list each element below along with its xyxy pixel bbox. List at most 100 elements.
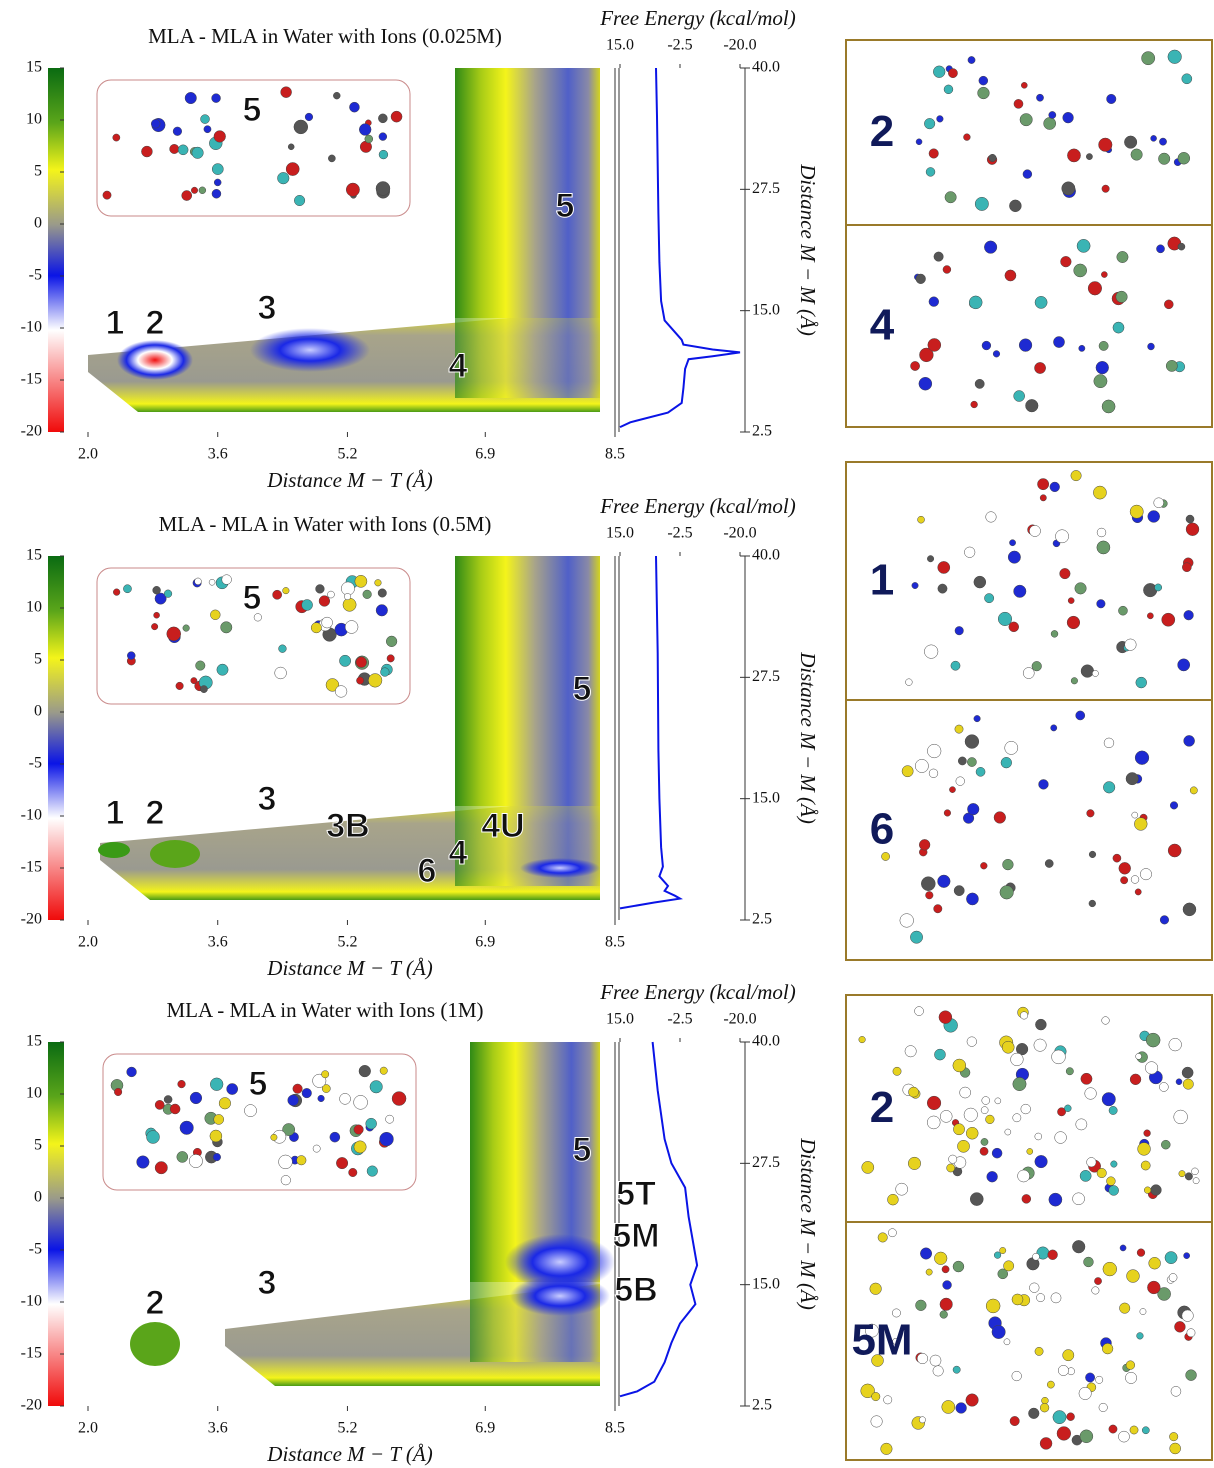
atom [942, 265, 952, 274]
atom [1124, 638, 1137, 651]
atom [126, 1066, 137, 1078]
atom [1059, 568, 1071, 580]
atom [1002, 858, 1014, 871]
atom [1020, 1011, 1029, 1020]
atom [985, 1114, 995, 1124]
atom [287, 143, 295, 151]
atom [999, 885, 1014, 900]
atom [1043, 117, 1057, 130]
atom [1144, 1186, 1152, 1194]
atom [175, 681, 184, 690]
atom [194, 577, 202, 585]
y2-tick-label: 27.5 [752, 668, 780, 685]
atom [915, 138, 923, 146]
atom [963, 133, 971, 141]
atom [939, 1310, 948, 1319]
atom [1056, 1426, 1071, 1441]
region-label: 5 [573, 670, 592, 708]
atom [191, 146, 204, 159]
y2-tick-label: 15.0 [752, 789, 780, 806]
atom [1116, 251, 1129, 263]
atom [1012, 1113, 1022, 1123]
atom [984, 593, 995, 604]
atom [113, 588, 121, 596]
snapshot-frame [845, 39, 1213, 226]
atom [1004, 1128, 1012, 1136]
region-label: 3 [258, 289, 277, 327]
atom [1143, 1129, 1151, 1137]
atom [385, 1114, 394, 1124]
atom [1080, 664, 1094, 678]
atom [973, 715, 981, 723]
atom [921, 876, 936, 891]
region-label: 2 [146, 1284, 165, 1322]
atom [282, 1123, 296, 1136]
atom [169, 144, 180, 154]
atom [1098, 1402, 1108, 1412]
atom [928, 296, 939, 307]
atom [1129, 1425, 1139, 1435]
top-tick-label: 15.0 [606, 1011, 634, 1028]
colorbar-tick-label: -5 [29, 1241, 42, 1258]
inset-label: 5 [243, 579, 262, 617]
y2-tick-label: 15.0 [752, 301, 780, 318]
atom [966, 892, 979, 906]
atom [1072, 1240, 1086, 1254]
atom [1125, 772, 1139, 786]
atom [943, 84, 954, 95]
heatmap-well [250, 328, 370, 372]
atom [883, 1395, 893, 1405]
atom [892, 1308, 901, 1318]
atom [1182, 902, 1197, 917]
x-axis-label: Distance M − T (Å) [266, 956, 432, 980]
atom [1035, 1018, 1047, 1031]
atom [939, 1110, 953, 1123]
atom [1153, 497, 1164, 508]
top-tick-label: 15.0 [606, 37, 634, 54]
x-tick-label: 8.5 [605, 934, 625, 951]
atom [1022, 169, 1033, 179]
atom [927, 743, 942, 759]
snapshot-label: 6 [870, 805, 894, 854]
atom [901, 765, 914, 778]
atom [1074, 582, 1087, 595]
y2-tick-label: 40.0 [752, 547, 780, 564]
atom [1047, 1380, 1055, 1389]
atom [1008, 621, 1019, 633]
atom [985, 1298, 1001, 1314]
atom [1119, 1302, 1131, 1314]
atom [211, 163, 224, 175]
atom [1087, 281, 1102, 296]
atom [1048, 111, 1057, 119]
atom [364, 134, 374, 144]
atom [210, 609, 221, 620]
atom [1169, 801, 1179, 810]
atom [321, 616, 333, 629]
atom [188, 1154, 203, 1168]
atom [1054, 1131, 1067, 1144]
heatmap-well [520, 858, 600, 878]
atom [355, 656, 367, 668]
atom [1022, 667, 1035, 679]
top-tick-label: 15.0 [606, 525, 634, 542]
atom [927, 338, 942, 352]
atom [191, 186, 198, 194]
atom [154, 1161, 168, 1175]
atom [974, 378, 985, 389]
atom [339, 654, 352, 667]
atom [974, 196, 989, 211]
atom [1177, 242, 1186, 251]
atom [353, 1140, 367, 1154]
atom [858, 1036, 866, 1044]
atom [1173, 1109, 1188, 1125]
atom [1052, 1410, 1067, 1425]
atom [1147, 612, 1154, 620]
region-label: 5 [573, 1131, 592, 1169]
atom [166, 626, 181, 642]
atom [1191, 1167, 1199, 1176]
atom [1092, 670, 1099, 677]
atom [348, 1168, 358, 1177]
atom [1066, 1412, 1075, 1421]
colorbar-tick-label: 0 [34, 1189, 42, 1206]
atom [278, 644, 287, 653]
